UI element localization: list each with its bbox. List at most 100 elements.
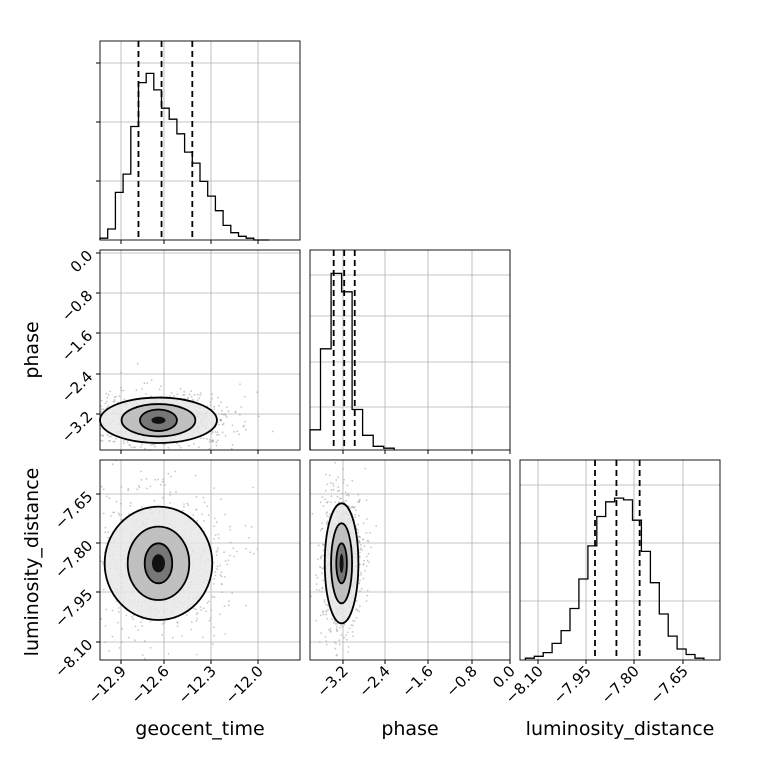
scatter-point	[345, 499, 347, 502]
scatter-point	[136, 362, 139, 365]
scatter-point	[353, 620, 356, 622]
scatter-point	[370, 546, 372, 549]
scatter-point	[350, 624, 353, 627]
scatter-point	[210, 440, 213, 443]
scatter-point	[230, 447, 233, 450]
scatter-point	[324, 473, 327, 476]
scatter-point	[236, 430, 239, 433]
scatter-point	[211, 397, 213, 400]
scatter-point	[132, 618, 134, 621]
scatter-point	[245, 604, 247, 607]
scatter-point	[361, 549, 364, 551]
scatter-point	[167, 446, 170, 449]
scatter-point	[163, 621, 166, 624]
scatter-point	[129, 505, 132, 507]
scatter-point	[224, 513, 226, 516]
scatter-point	[211, 595, 214, 598]
panel-frame-11	[309, 249, 511, 451]
scatter-point	[106, 396, 109, 399]
scatter-point	[161, 633, 163, 636]
scatter-point	[332, 485, 335, 487]
scatter-point	[343, 478, 345, 481]
scatter-point	[326, 617, 329, 620]
scatter-point	[359, 590, 361, 592]
scatter-point	[122, 442, 125, 444]
scatter-point	[326, 604, 329, 607]
scatter-point	[215, 551, 218, 553]
scatter-point	[122, 389, 125, 392]
x-tick-label-luminosity-distance: −7.80	[598, 662, 643, 707]
scatter-point	[358, 555, 361, 558]
scatter-point	[326, 520, 329, 523]
scatter-point	[357, 493, 360, 496]
y-tick-label-phase: −0.8	[58, 287, 96, 325]
scatter-point	[239, 383, 241, 386]
scatter-point	[325, 613, 328, 616]
scatter-point	[140, 621, 142, 624]
scatter-point	[220, 409, 223, 412]
scatter-point	[362, 564, 365, 566]
scatter-point	[101, 440, 104, 442]
scatter-point	[322, 613, 325, 616]
scatter-point	[106, 495, 108, 498]
scatter-point	[317, 558, 319, 560]
scatter-point	[239, 413, 241, 416]
scatter-point	[154, 445, 157, 448]
y-tick-label-phase: −1.6	[58, 327, 96, 365]
histogram-geocent-time	[99, 72, 270, 241]
scatter-point	[358, 551, 361, 554]
scatter-point	[321, 496, 324, 499]
scatter-point	[193, 442, 195, 445]
scatter-point	[118, 514, 121, 517]
panel-frame-21	[309, 459, 511, 661]
scatter-point	[218, 404, 220, 407]
scatter-point	[107, 531, 110, 534]
scatter-point	[209, 617, 212, 619]
scatter-point	[249, 551, 252, 554]
scatter-point	[122, 440, 125, 442]
scatter-point	[212, 626, 215, 629]
y-axis-label-luminosity-distance: luminosity_distance	[21, 468, 43, 657]
scatter-point	[120, 518, 123, 521]
scatter-point	[328, 515, 331, 518]
scatter-point	[105, 400, 108, 403]
scatter-point	[159, 385, 162, 388]
contour-geocent-lumdist-0	[143, 542, 174, 585]
scatter-point	[102, 512, 105, 515]
scatter-point	[170, 392, 173, 394]
scatter-point	[179, 387, 182, 390]
scatter-point	[193, 393, 196, 396]
scatter-point	[221, 431, 224, 434]
scatter-point	[150, 379, 153, 381]
scatter-point	[112, 400, 115, 403]
scatter-point	[322, 549, 325, 552]
y-axis-label-phase: phase	[21, 321, 43, 378]
scatter-point	[345, 634, 348, 636]
scatter-point	[256, 391, 259, 394]
scatter-point	[223, 551, 226, 554]
scatter-point	[360, 588, 363, 590]
scatter-point	[245, 547, 247, 550]
scatter-point	[187, 504, 190, 507]
scatter-point	[134, 625, 137, 628]
scatter-point	[162, 478, 165, 481]
scatter-point	[220, 498, 222, 501]
scatter-point	[324, 498, 326, 501]
scatter-point	[197, 446, 200, 449]
scatter-point	[185, 614, 188, 616]
scatter-point	[323, 599, 326, 601]
scatter-point	[355, 616, 358, 619]
scatter-point	[169, 491, 172, 493]
scatter-point	[357, 523, 359, 526]
scatter-point	[110, 435, 113, 438]
scatter-point	[202, 607, 205, 610]
contour-geocent-lumdist-2	[103, 505, 214, 621]
scatter-point	[243, 395, 246, 398]
scatter-point	[134, 639, 136, 642]
scatter-point	[176, 442, 178, 445]
contour-geocent-phase-1	[120, 403, 197, 438]
scatter-point	[248, 536, 251, 539]
scatter-point	[143, 382, 146, 385]
scatter-point	[213, 578, 216, 580]
scatter-point	[161, 496, 164, 499]
